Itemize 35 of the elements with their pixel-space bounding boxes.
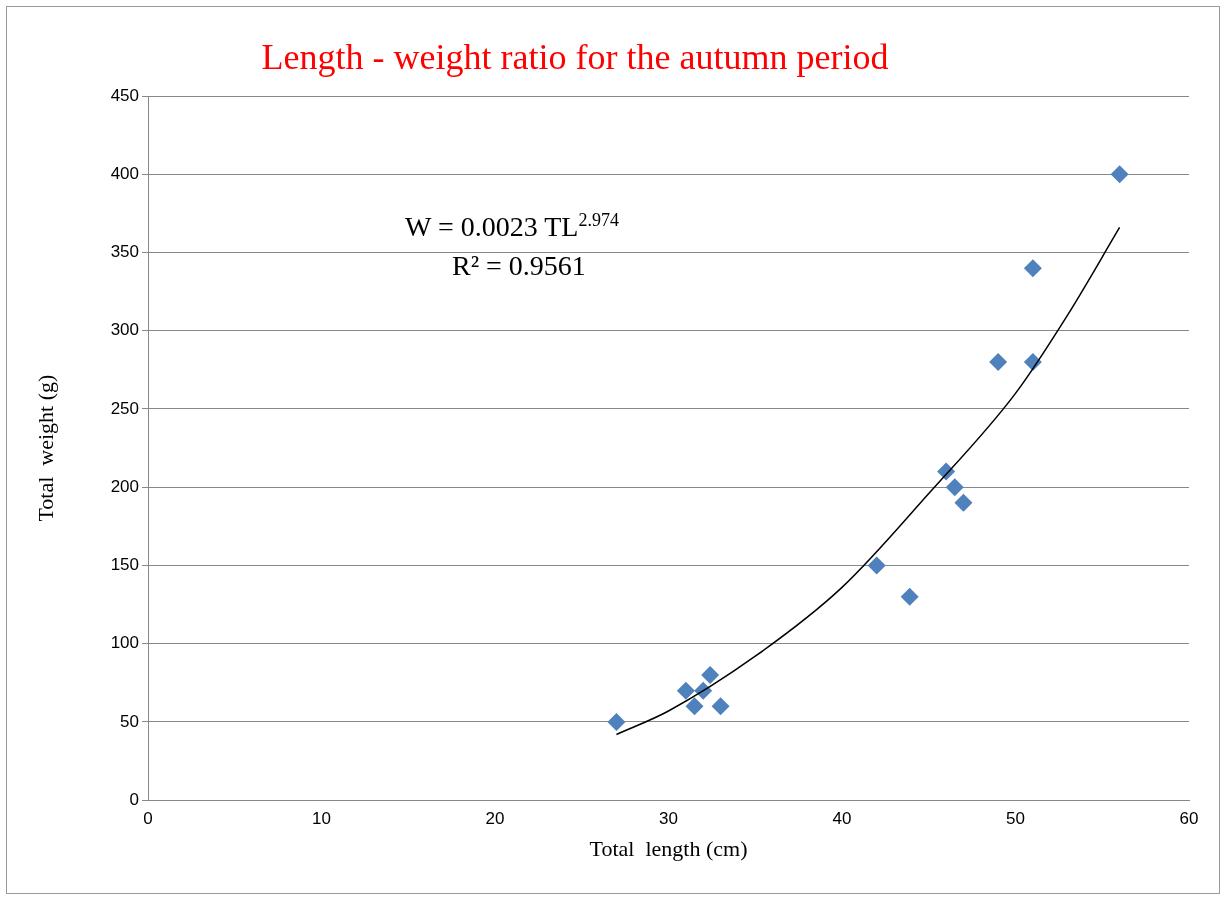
- x-tick-label: 50: [1006, 809, 1025, 829]
- point: [945, 478, 964, 497]
- point: [867, 556, 886, 575]
- y-tick-label: 300: [110, 320, 139, 340]
- point: [954, 493, 973, 512]
- point: [676, 681, 695, 700]
- point: [701, 666, 720, 685]
- point: [1023, 259, 1042, 278]
- y-tick-label: 50: [120, 711, 139, 731]
- line-series: [615, 226, 1121, 736]
- x-tick-label: 40: [832, 809, 852, 829]
- x-tick-label: 20: [485, 809, 505, 829]
- point: [685, 697, 704, 716]
- point: [607, 712, 626, 731]
- y-axis-title: Total weight (g): [32, 374, 58, 522]
- point: [900, 587, 919, 606]
- y-tick-label: 150: [110, 555, 139, 575]
- x-tick-label: 60: [1179, 809, 1199, 829]
- point: [1110, 165, 1129, 184]
- y-tick-label: 400: [110, 163, 139, 183]
- y-tick-label: 350: [110, 242, 139, 262]
- x-tick-label: 0: [143, 809, 153, 829]
- x-axis-title: Total length (cm): [589, 835, 748, 861]
- y-tick-label: 200: [110, 476, 139, 496]
- annotation: W = 0.0023 TL$^{2.974}$: [405, 210, 619, 244]
- point: [711, 697, 730, 716]
- y-tick-label: 0: [129, 789, 139, 809]
- x-tick-label: 10: [312, 809, 331, 829]
- point: [989, 353, 1008, 372]
- chart-title: Length - weight ratio for the autumn period: [260, 36, 890, 78]
- annotation: R² = 0.9561: [452, 250, 586, 282]
- y-tick-label: 450: [110, 85, 139, 105]
- y-tick-label: 100: [110, 633, 139, 653]
- x-tick-label: 30: [659, 809, 678, 829]
- y-tick-label: 250: [110, 398, 139, 418]
